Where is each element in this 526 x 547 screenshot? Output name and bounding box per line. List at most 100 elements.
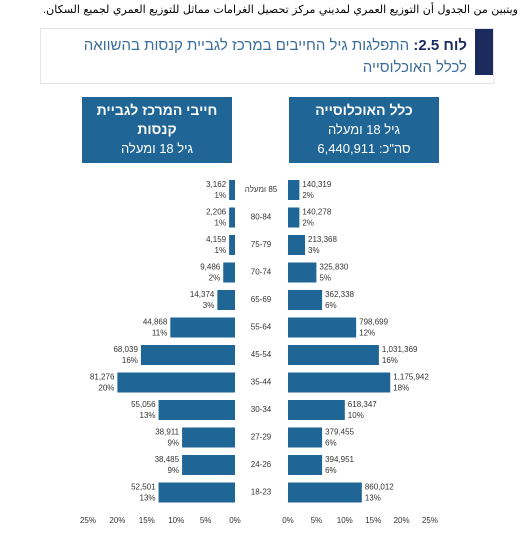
bar: [288, 455, 323, 475]
count-label: 394,951: [325, 455, 354, 464]
bar: [170, 317, 235, 338]
count-label: 38,485: [155, 455, 180, 464]
value-label: 1%: [215, 246, 227, 255]
x-tick-label: 10%: [168, 516, 184, 525]
x-tick-label: 10%: [337, 516, 353, 525]
count-label: 2,206: [206, 208, 227, 217]
x-tick-label: 20%: [394, 516, 410, 525]
x-tick-label: 5%: [311, 516, 323, 525]
count-label: 798,699: [359, 318, 388, 327]
count-label: 81,276: [90, 373, 115, 382]
bar: [117, 372, 235, 393]
bar: [288, 207, 300, 228]
panel-subtitle: גיל 18 ומעלה: [120, 141, 194, 156]
intro-text: ويتبين من الجدول أن التوزيع العمري لمدين…: [42, 3, 518, 16]
panel-subtitle: גיל 18 ומעלה: [327, 122, 401, 137]
x-tick-label: 15%: [139, 516, 155, 525]
table-title-wrap: לוח 2.5: התפלגות גיל החייבים במרכז לגביי…: [51, 35, 467, 79]
category-label: 75-79: [251, 240, 272, 249]
bar: [223, 262, 235, 283]
value-label: 6%: [325, 466, 337, 475]
bar: [288, 180, 300, 200]
count-label: 44,868: [143, 318, 168, 327]
value-label: 2%: [302, 191, 314, 200]
count-label: 379,455: [325, 428, 354, 437]
bar: [288, 235, 306, 255]
count-label: 14,374: [190, 290, 215, 299]
panel-title: כלל האוכלוסייה: [315, 102, 413, 118]
count-label: 618,347: [348, 400, 377, 409]
value-label: 1%: [215, 191, 227, 200]
value-label: 2%: [209, 274, 221, 283]
category-label: 27-29: [251, 433, 272, 442]
bar: [182, 455, 235, 475]
x-tick-label: 15%: [365, 516, 381, 525]
bar: [288, 262, 317, 283]
value-label: 13%: [365, 494, 381, 503]
header-box: חייבי המרכז לגביית קנסות גיל 18 ומעלה סה…: [82, 97, 232, 175]
count-label: 68,039: [113, 345, 138, 354]
category-label: 55-64: [251, 323, 272, 332]
title-accent: [475, 29, 493, 75]
value-label: 13%: [140, 494, 156, 503]
bar: [288, 290, 323, 310]
value-label: 1%: [215, 219, 227, 228]
value-label: 12%: [359, 329, 375, 338]
table-label: לוח 2.5:: [413, 37, 467, 54]
value-label: 9%: [168, 466, 180, 475]
bar: [288, 372, 391, 393]
count-label: 4,159: [206, 235, 227, 244]
panel-title: חייבי המרכז לגביית קנסות: [96, 102, 218, 137]
count-label: 213,368: [308, 235, 337, 244]
table-title: התפלגות גיל החייבים במרכז לגביית קנסות ב…: [83, 37, 467, 76]
count-label: 1,175,942: [393, 373, 429, 382]
value-label: 18%: [393, 384, 409, 393]
value-label: 13%: [140, 411, 156, 420]
count-label: 38,911: [155, 428, 179, 437]
x-tick-label: 20%: [109, 516, 125, 525]
bar: [288, 317, 357, 338]
category-label: 30-34: [251, 405, 272, 414]
category-label: 65-69: [251, 295, 272, 304]
title-box: לוח 2.5: התפלגות גיל החייבים במרכז לגביי…: [40, 28, 494, 84]
bar: [158, 482, 235, 503]
x-tick-label: 5%: [200, 516, 212, 525]
category-label: 85 ומעלה: [245, 185, 278, 194]
x-tick-label: 25%: [422, 516, 438, 525]
bar: [288, 400, 345, 420]
panel-total: סה"כ: 412,523: [115, 160, 199, 175]
header-box: כלל האוכלוסייה גיל 18 ומעלה סה"כ: 6,440,…: [289, 97, 439, 163]
value-label: 20%: [98, 384, 114, 393]
category-label: 70-74: [251, 268, 272, 277]
value-label: 9%: [168, 439, 180, 448]
value-label: 3%: [308, 246, 320, 255]
bar: [288, 345, 379, 365]
count-label: 325,830: [319, 263, 348, 272]
value-label: 11%: [152, 329, 167, 338]
count-label: 1,031,369: [382, 345, 418, 354]
count-label: 140,319: [302, 180, 331, 189]
bar: [288, 427, 323, 448]
count-label: 3,162: [206, 180, 227, 189]
value-label: 16%: [382, 356, 398, 365]
panel-total: סה"כ: 6,440,911: [317, 141, 411, 156]
value-label: 5%: [319, 274, 331, 283]
value-label: 2%: [302, 219, 314, 228]
category-label: 80-84: [251, 213, 272, 222]
x-tick-label: 25%: [80, 516, 96, 525]
bar: [140, 345, 235, 365]
category-label: 18-23: [251, 488, 272, 497]
value-label: 6%: [325, 301, 337, 310]
category-label: 35-44: [251, 378, 272, 387]
count-label: 140,278: [302, 208, 331, 217]
value-label: 6%: [325, 439, 337, 448]
bar: [229, 235, 235, 255]
x-tick-label: 0%: [282, 516, 294, 525]
count-label: 362,338: [325, 290, 354, 299]
category-label: 24-26: [251, 460, 272, 469]
bar: [229, 180, 235, 200]
x-tick-label: 0%: [229, 516, 241, 525]
value-label: 3%: [203, 301, 215, 310]
